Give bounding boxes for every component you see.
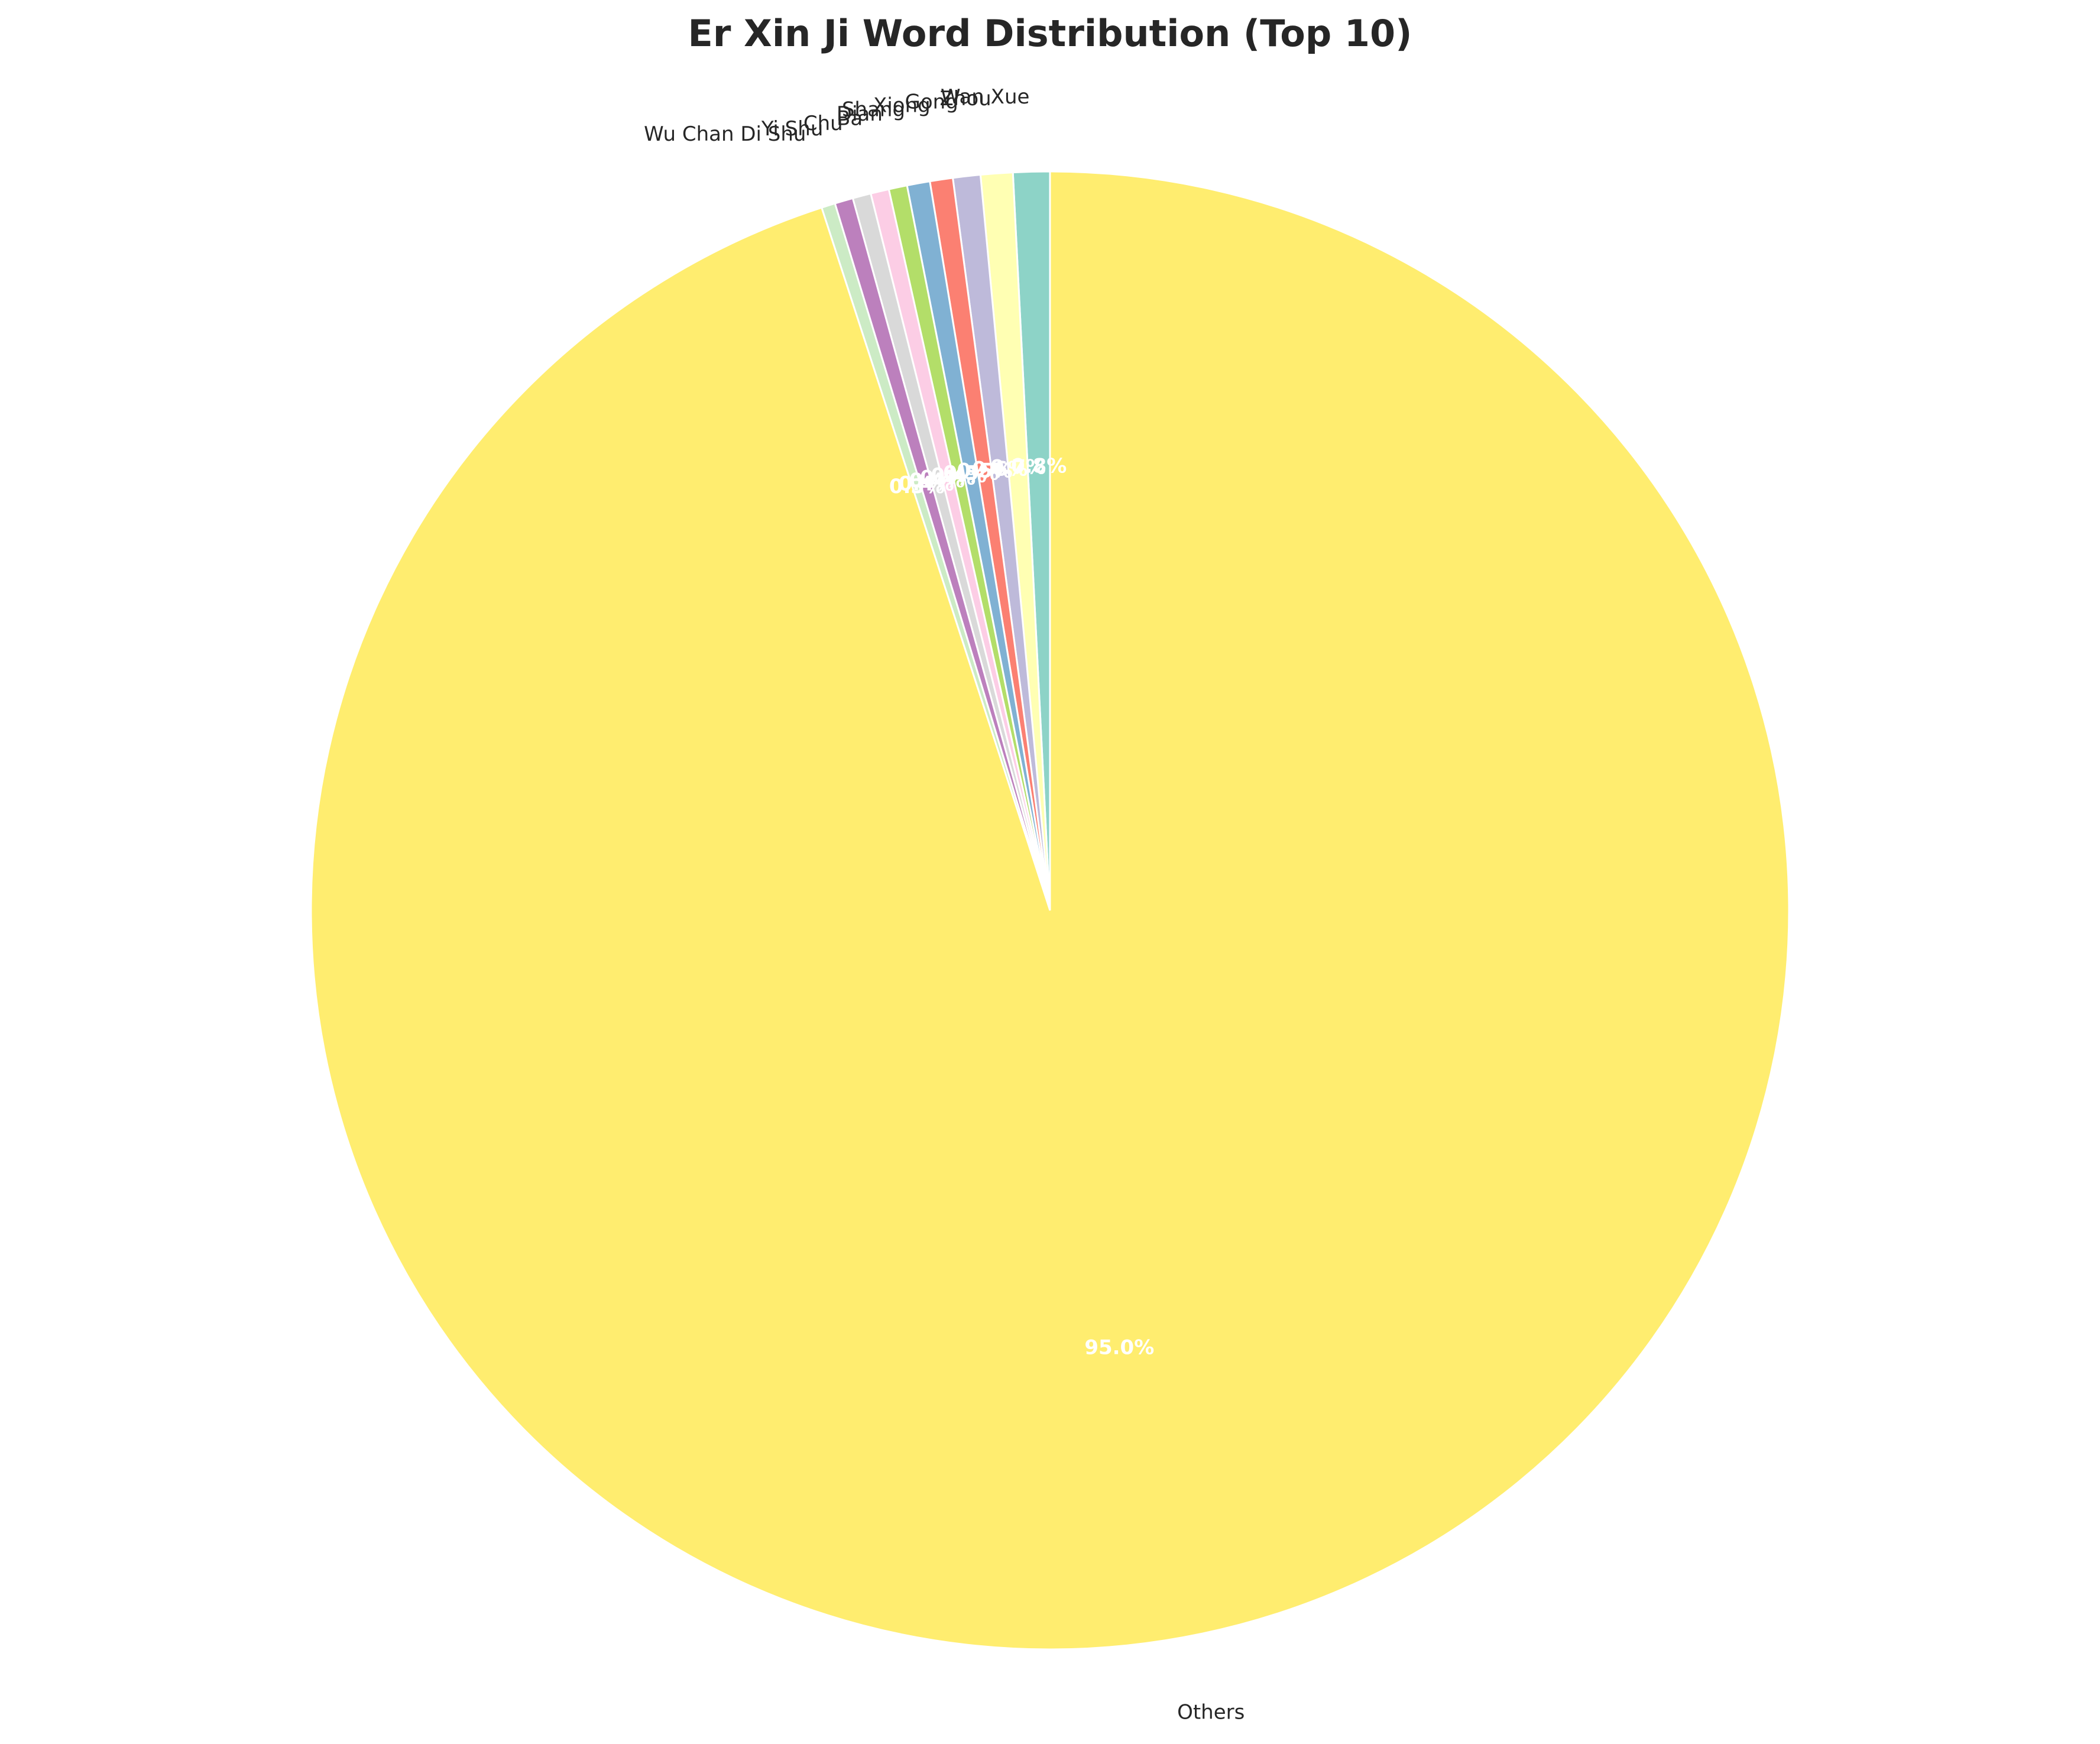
pie-slice-others xyxy=(310,170,1790,1651)
pct-label-yi-shu: 0.4% xyxy=(899,472,954,495)
pct-label-others: 95.0% xyxy=(1084,1335,1154,1359)
slice-label-shang: Shang xyxy=(842,98,905,121)
slice-label-xiong: Xiong xyxy=(873,93,931,117)
pct-label-chu: 0.4% xyxy=(909,469,965,492)
slice-label-dian: Dian xyxy=(837,102,883,126)
slice-label-ba: Ba xyxy=(837,106,863,130)
pie-slices xyxy=(310,170,1790,1651)
slice-label-wu-chan-di-shu: Wu Chan Di Shu xyxy=(644,122,806,146)
slice-label-gong: Gong xyxy=(905,90,958,114)
slice-label-zhou: Zhou xyxy=(940,87,991,111)
slice-label-others: Others xyxy=(1177,1701,1245,1724)
pct-label-wu-chan-di-shu: 0.3% xyxy=(889,475,945,498)
slice-label-yi-shu: Yi Shu xyxy=(761,117,824,141)
pct-label-wan-xue: 0.8% xyxy=(1011,455,1067,478)
pct-label-gong: 0.6% xyxy=(972,457,1028,481)
slice-label-wan-xue: Wan Xue xyxy=(941,85,1029,109)
pct-label-zhou: 0.7% xyxy=(990,455,1046,479)
percentage-labels: 0.8%0.7%0.6%0.5%0.5%0.4%0.4%0.4%0.4%0.3%… xyxy=(889,455,1154,1360)
slice-label-chu: Chu xyxy=(803,112,843,135)
pct-label-dian: 0.4% xyxy=(931,464,986,488)
pct-label-xiong: 0.5% xyxy=(957,459,1013,483)
chart-title: Er Xin Ji Word Distribution (Top 10) xyxy=(688,12,1412,55)
pct-label-ba: 0.4% xyxy=(920,466,976,490)
pct-label-shang: 0.5% xyxy=(943,461,999,485)
